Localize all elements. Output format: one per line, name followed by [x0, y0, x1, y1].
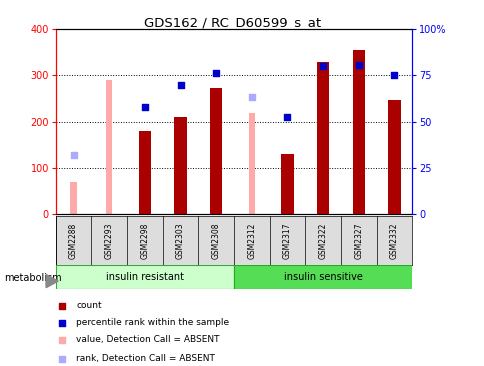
Bar [174, 117, 186, 214]
Bar [233, 265, 411, 289]
Point [141, 104, 149, 110]
Bar [281, 154, 293, 214]
Text: GSM2303: GSM2303 [176, 222, 185, 259]
Text: rank, Detection Call = ABSENT: rank, Detection Call = ABSENT [76, 354, 215, 363]
Text: GSM2298: GSM2298 [140, 223, 149, 259]
Bar [138, 131, 151, 214]
Text: GSM2332: GSM2332 [389, 223, 398, 259]
Point [58, 303, 66, 309]
Text: GSM2317: GSM2317 [282, 223, 291, 259]
Text: GSM2312: GSM2312 [247, 223, 256, 259]
Text: insulin sensitive: insulin sensitive [283, 272, 362, 282]
Point [318, 63, 326, 69]
Point [283, 114, 291, 120]
Point [58, 320, 66, 326]
Text: GSM2293: GSM2293 [105, 223, 114, 259]
Bar [210, 89, 222, 214]
Text: GDS162 / RC_D60599_s_at: GDS162 / RC_D60599_s_at [144, 16, 321, 30]
Bar [352, 50, 364, 214]
Point [390, 72, 397, 78]
Text: insulin resistant: insulin resistant [106, 272, 183, 282]
Text: GSM2288: GSM2288 [69, 223, 78, 259]
Text: metabolism: metabolism [4, 273, 61, 283]
Text: count: count [76, 302, 102, 310]
Text: GSM2322: GSM2322 [318, 223, 327, 259]
Bar [387, 100, 400, 214]
Text: GSM2308: GSM2308 [211, 223, 220, 259]
Point [58, 356, 66, 362]
Bar [56, 265, 233, 289]
Point [354, 62, 362, 68]
Bar [70, 182, 76, 214]
Bar [106, 80, 112, 214]
Point [247, 94, 255, 100]
Bar [316, 61, 329, 214]
Text: value, Detection Call = ABSENT: value, Detection Call = ABSENT [76, 335, 219, 344]
Text: percentile rank within the sample: percentile rank within the sample [76, 318, 229, 327]
Bar [248, 113, 255, 214]
Point [70, 153, 77, 158]
Point [58, 337, 66, 343]
Point [176, 82, 184, 88]
Point [212, 70, 220, 76]
Text: GSM2327: GSM2327 [353, 223, 363, 259]
